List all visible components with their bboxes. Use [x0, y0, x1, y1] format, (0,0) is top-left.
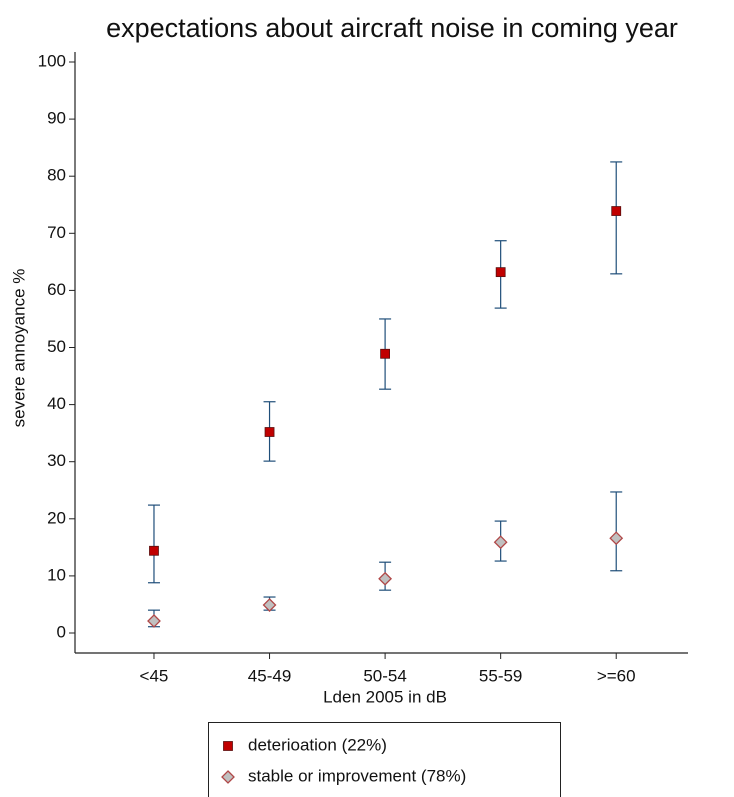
legend-label: deterioation (22%)	[248, 735, 387, 754]
point	[264, 427, 275, 437]
point	[380, 348, 391, 359]
point	[147, 614, 161, 628]
point	[149, 545, 159, 556]
y-tick-label: 40	[47, 394, 66, 413]
point	[378, 571, 393, 586]
point	[611, 206, 622, 216]
y-tick-label: 10	[47, 565, 66, 584]
point	[493, 535, 508, 550]
y-tick-label: 50	[47, 337, 66, 356]
point	[262, 598, 277, 612]
x-tick-label: <45	[140, 666, 169, 685]
point	[609, 531, 624, 546]
y-tick-label: 20	[47, 508, 66, 527]
legend-box	[208, 722, 561, 797]
point	[495, 267, 506, 278]
y-tick-label: 100	[38, 51, 66, 70]
y-tick-label: 90	[47, 109, 66, 128]
x-tick-label: 50-54	[363, 666, 406, 685]
x-axis-label: Lden 2005 in dB	[323, 687, 447, 706]
x-tick-label: 45-49	[248, 666, 291, 685]
x-tick-label: 55-59	[479, 666, 522, 685]
chart-title: expectations about aircraft noise in com…	[106, 13, 678, 43]
y-tick-label: 70	[47, 223, 66, 242]
y-tick-label: 80	[47, 166, 66, 185]
legend-marker	[221, 770, 235, 784]
x-tick-label: >=60	[597, 666, 636, 685]
y-tick-label: 30	[47, 451, 66, 470]
y-tick-label: 60	[47, 280, 66, 299]
y-axis-label: severe annoyance %	[9, 269, 28, 428]
legend-label: stable or improvement (78%)	[248, 766, 466, 785]
legend-marker	[223, 741, 233, 751]
y-tick-label: 0	[57, 622, 66, 641]
